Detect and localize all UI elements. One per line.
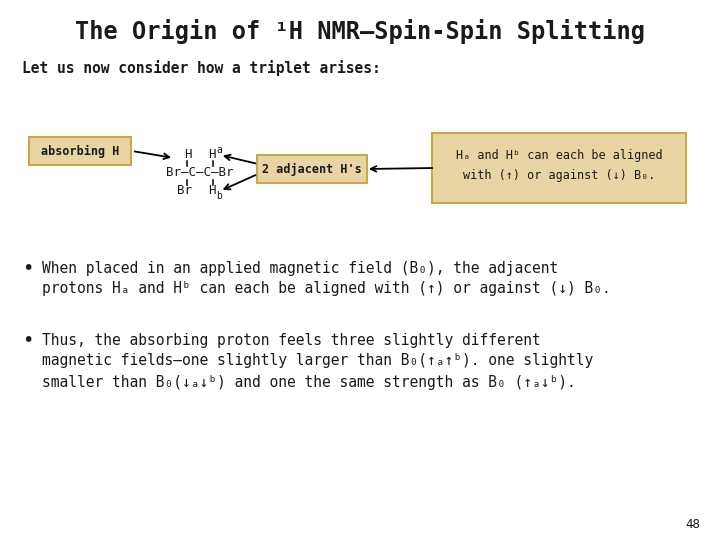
- Text: Br–C–C–Br: Br–C–C–Br: [166, 166, 234, 179]
- Text: a: a: [216, 145, 222, 155]
- Text: smaller than B₀(↓ₐ↓ᵇ) and one the same strength as B₀ (↑ₐ↓ᵇ).: smaller than B₀(↓ₐ↓ᵇ) and one the same s…: [42, 375, 576, 389]
- Text: Br: Br: [176, 185, 192, 198]
- Text: with (↑) or against (↓) B₀.: with (↑) or against (↓) B₀.: [463, 170, 655, 183]
- Text: Let us now consider how a triplet arises:: Let us now consider how a triplet arises…: [22, 60, 381, 76]
- Text: Hₐ and Hᵇ can each be aligned: Hₐ and Hᵇ can each be aligned: [456, 150, 662, 163]
- Text: •: •: [22, 259, 33, 278]
- Text: •: •: [22, 330, 33, 349]
- FancyBboxPatch shape: [29, 137, 131, 165]
- Text: 48: 48: [685, 518, 700, 531]
- Text: absorbing H: absorbing H: [41, 145, 120, 158]
- Text: H: H: [208, 185, 216, 198]
- Text: protons Hₐ and Hᵇ can each be aligned with (↑) or against (↓) B₀.: protons Hₐ and Hᵇ can each be aligned wi…: [42, 281, 611, 296]
- Text: H: H: [184, 148, 192, 161]
- Text: b: b: [216, 191, 222, 201]
- Text: The Origin of ¹H NMR—Spin-Spin Splitting: The Origin of ¹H NMR—Spin-Spin Splitting: [75, 19, 645, 44]
- Text: H: H: [208, 148, 216, 161]
- FancyBboxPatch shape: [257, 155, 367, 183]
- Text: When placed in an applied magnetic field (B₀), the adjacent: When placed in an applied magnetic field…: [42, 260, 558, 275]
- Text: magnetic fields—one slightly larger than B₀(↑ₐ↑ᵇ). one slightly: magnetic fields—one slightly larger than…: [42, 354, 593, 368]
- Text: 2 adjacent H's: 2 adjacent H's: [262, 163, 362, 176]
- Text: Thus, the absorbing proton feels three slightly different: Thus, the absorbing proton feels three s…: [42, 333, 541, 348]
- FancyBboxPatch shape: [432, 133, 686, 203]
